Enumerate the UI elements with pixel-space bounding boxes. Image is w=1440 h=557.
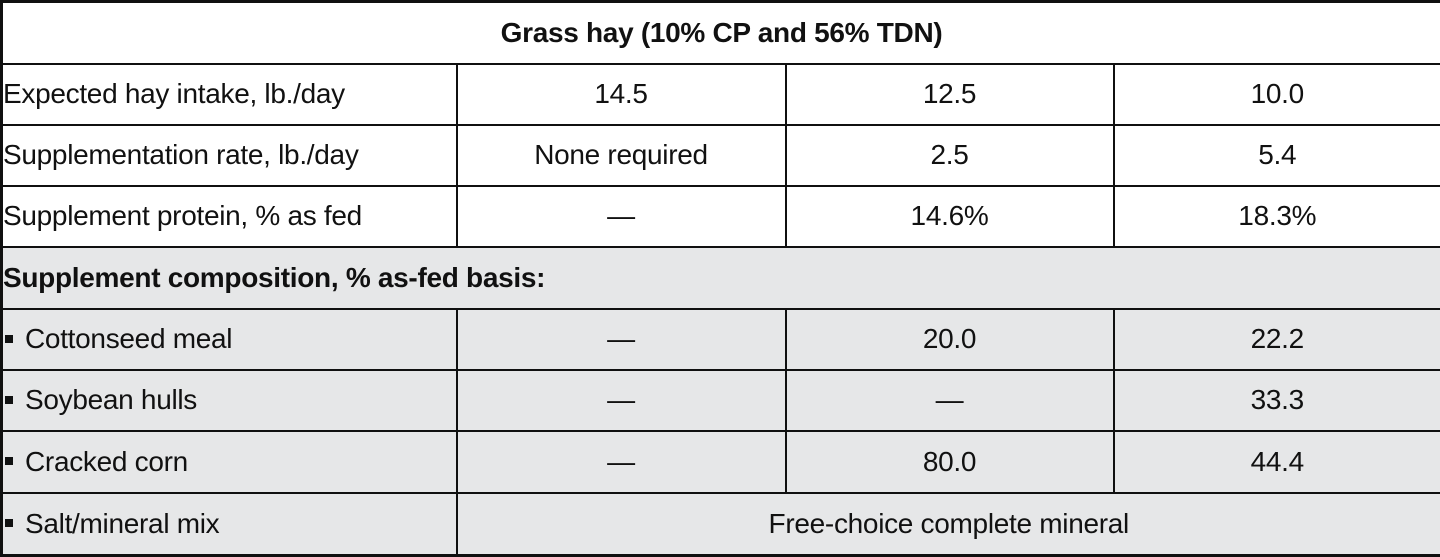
table-title-row: Grass hay (10% CP and 56% TDN) [2, 2, 1440, 64]
table-row: Supplementation rate, lb./day None requi… [2, 125, 1440, 186]
cracked-corn-value-1: — [457, 431, 786, 493]
cottonseed-value-3: 22.2 [1114, 309, 1440, 370]
bullet-icon [5, 519, 13, 527]
section-header-row: Supplement composition, % as-fed basis: [2, 247, 1440, 309]
row-label-cracked-corn: Cracked corn [2, 431, 457, 493]
ingredient-label: Soybean hulls [25, 384, 197, 415]
cottonseed-value-1: — [457, 309, 786, 370]
table-row: Soybean hulls — — 33.3 [2, 370, 1440, 431]
table-row: Cottonseed meal — 20.0 22.2 [2, 309, 1440, 370]
cracked-corn-value-3: 44.4 [1114, 431, 1440, 493]
bullet-icon [5, 396, 13, 404]
ingredient-label: Cottonseed meal [25, 323, 232, 354]
hay-intake-value-3: 10.0 [1114, 64, 1440, 125]
ingredient-label: Cracked corn [25, 446, 188, 477]
row-label-supp-protein: Supplement protein, % as fed [2, 186, 457, 247]
soybean-value-3: 33.3 [1114, 370, 1440, 431]
hay-intake-value-1: 14.5 [457, 64, 786, 125]
supp-rate-value-1: None required [457, 125, 786, 186]
footer-row: Salt/mineral mix Free-choice complete mi… [2, 493, 1440, 556]
supp-protein-value-1: — [457, 186, 786, 247]
table-row: Cracked corn — 80.0 44.4 [2, 431, 1440, 493]
table-title: Grass hay (10% CP and 56% TDN) [2, 2, 1440, 64]
cracked-corn-value-2: 80.0 [786, 431, 1114, 493]
bullet-icon [5, 457, 13, 465]
row-label-cottonseed-meal: Cottonseed meal [2, 309, 457, 370]
soybean-value-2: — [786, 370, 1114, 431]
section-header: Supplement composition, % as-fed basis: [2, 247, 1440, 309]
hay-intake-value-2: 12.5 [786, 64, 1114, 125]
bullet-icon [5, 335, 13, 343]
soybean-value-1: — [457, 370, 786, 431]
row-label-supp-rate: Supplementation rate, lb./day [2, 125, 457, 186]
cottonseed-value-2: 20.0 [786, 309, 1114, 370]
supp-protein-value-2: 14.6% [786, 186, 1114, 247]
supp-protein-value-3: 18.3% [1114, 186, 1440, 247]
supp-rate-value-3: 5.4 [1114, 125, 1440, 186]
table-row: Expected hay intake, lb./day 14.5 12.5 1… [2, 64, 1440, 125]
row-label-hay-intake: Expected hay intake, lb./day [2, 64, 457, 125]
row-label-salt-mineral: Salt/mineral mix [2, 493, 457, 556]
supp-rate-value-2: 2.5 [786, 125, 1114, 186]
row-label-soybean-hulls: Soybean hulls [2, 370, 457, 431]
table-row: Supplement protein, % as fed — 14.6% 18.… [2, 186, 1440, 247]
salt-mineral-value: Free-choice complete mineral [457, 493, 1440, 556]
ingredient-label: Salt/mineral mix [25, 508, 219, 539]
